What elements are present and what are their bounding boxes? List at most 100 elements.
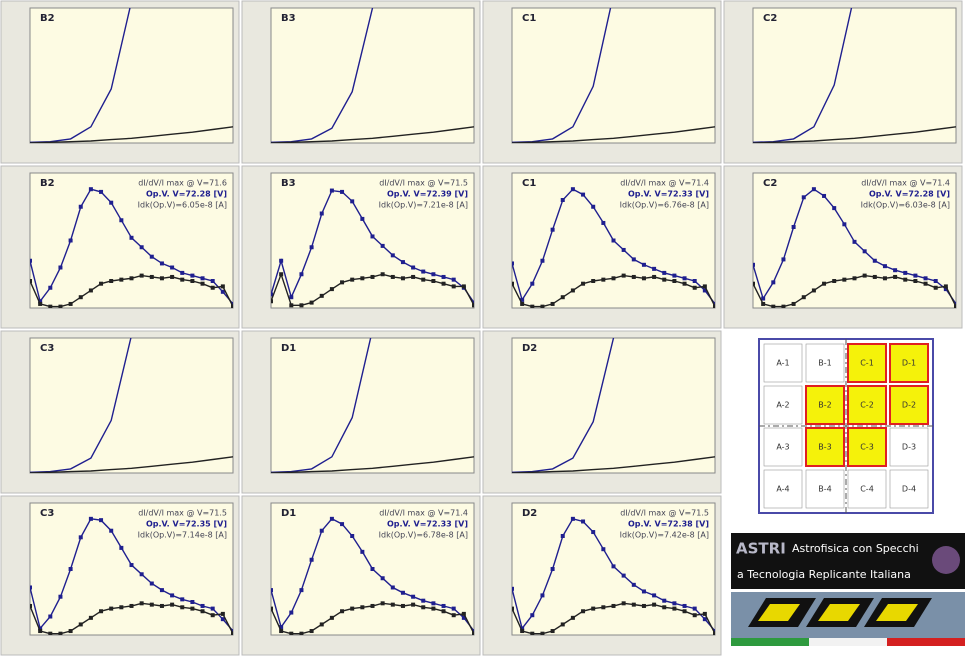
map-cell-label: C-1: [860, 359, 874, 368]
point: [370, 274, 375, 279]
point: [601, 605, 606, 610]
point: [129, 563, 134, 568]
annotation: Op.V. V=72.35 [V]: [146, 520, 227, 529]
point: [340, 522, 345, 527]
logo-line2: a Tecnologia Replicante Italiana: [737, 568, 911, 581]
series-line: [271, 126, 474, 143]
point: [570, 615, 575, 620]
plot: [30, 338, 233, 473]
map-cell: [805, 343, 845, 383]
point: [220, 617, 225, 622]
point: [520, 629, 525, 634]
point: [68, 238, 73, 243]
point: [30, 279, 32, 283]
point: [641, 262, 646, 267]
point: [581, 281, 586, 286]
plot: [753, 8, 956, 143]
annotation: dI/dV/I max @ V=71.6: [138, 179, 227, 188]
series-line: [512, 8, 612, 143]
point: [933, 279, 938, 283]
point: [119, 218, 124, 223]
point: [682, 609, 687, 614]
point: [550, 629, 555, 634]
point: [520, 301, 525, 306]
point: [271, 606, 273, 611]
point: [149, 274, 154, 279]
annotation: Op.V. V=72.28 [V]: [146, 190, 227, 199]
point: [190, 273, 195, 278]
point: [540, 304, 545, 308]
point: [30, 258, 32, 263]
series-line: [30, 456, 233, 473]
point: [641, 603, 646, 608]
map-cell: [847, 343, 887, 383]
point: [692, 613, 697, 618]
point: [200, 609, 205, 614]
point: [309, 629, 314, 634]
logo: ASTRI Astrofisica con Specchi a Tecnolog…: [731, 533, 965, 646]
point: [581, 192, 586, 197]
point: [299, 588, 304, 593]
point: [451, 284, 456, 289]
point: [390, 253, 395, 258]
point: [38, 629, 43, 634]
point: [621, 247, 626, 252]
chart-title: C2: [763, 178, 777, 189]
point: [520, 626, 525, 631]
point: [472, 631, 474, 635]
point: [299, 303, 304, 308]
point: [289, 295, 294, 300]
point: [441, 274, 446, 279]
point: [289, 610, 294, 615]
point: [560, 295, 565, 300]
point: [652, 274, 657, 279]
chart-title: C2: [763, 13, 777, 24]
point: [139, 572, 144, 577]
plot-area: [511, 502, 716, 636]
plot-area: [29, 502, 234, 636]
plot: [30, 8, 233, 143]
map-cell: [847, 385, 887, 425]
point: [380, 601, 385, 606]
point: [58, 265, 63, 270]
annotation: dI/dV/I max @ V=71.4: [620, 179, 709, 188]
point: [390, 585, 395, 590]
chart-title: B3: [281, 178, 296, 189]
map-cell: [889, 385, 929, 425]
map-cell-label: C-4: [860, 485, 874, 494]
plot: [30, 516, 233, 635]
point: [540, 593, 545, 598]
plot: [271, 338, 474, 473]
point: [350, 534, 355, 538]
point: [761, 301, 766, 306]
point: [329, 188, 334, 193]
point: [601, 277, 606, 282]
point: [390, 602, 395, 607]
point: [621, 601, 626, 606]
plot: [30, 187, 233, 308]
point: [119, 605, 124, 610]
point: [271, 588, 273, 593]
point: [210, 285, 215, 290]
series-line: [30, 338, 132, 473]
point: [200, 281, 205, 286]
point: [99, 189, 104, 194]
point: [943, 287, 948, 292]
map-cell-label: B-3: [818, 443, 831, 452]
point: [149, 581, 154, 586]
point: [390, 274, 395, 279]
point: [672, 279, 677, 283]
point: [570, 288, 575, 293]
point: [411, 265, 416, 270]
point: [370, 234, 375, 239]
point: [109, 279, 114, 283]
point: [862, 249, 867, 254]
series-line: [512, 338, 615, 473]
point: [682, 603, 687, 608]
point: [631, 257, 636, 262]
point: [903, 270, 908, 275]
point: [893, 268, 898, 273]
plot-area: [270, 7, 475, 144]
point: [842, 222, 847, 227]
chart-title: D2: [522, 508, 537, 519]
